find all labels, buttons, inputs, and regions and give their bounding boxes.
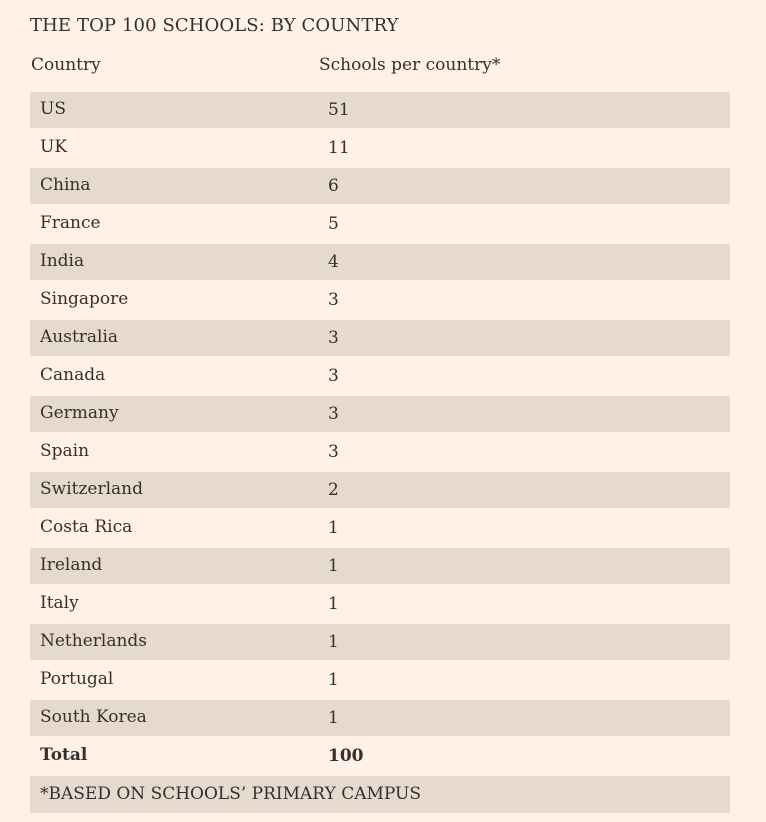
country-cell: Italy (40, 593, 79, 613)
table-row: France 5 (30, 206, 730, 242)
table-row: Australia 3 (30, 320, 730, 356)
schools-cell: 3 (328, 404, 339, 424)
table-row: China 6 (30, 168, 730, 204)
country-cell: Australia (40, 327, 119, 347)
country-cell: Switzerland (40, 479, 144, 499)
table-row: Germany 3 (30, 396, 730, 432)
footnote: *BASED ON SCHOOLS’ PRIMARY CAMPUS (30, 776, 730, 813)
country-cell: China (40, 175, 91, 195)
table-row: Singapore 3 (30, 282, 730, 318)
total-label: Total (40, 745, 88, 765)
schools-cell: 6 (328, 176, 339, 196)
table-row: India 4 (30, 244, 730, 280)
column-header-schools: Schools per country* (319, 55, 501, 75)
table-row: US 51 (30, 92, 730, 128)
country-cell: Ireland (40, 555, 103, 575)
table-row: Italy 1 (30, 586, 730, 622)
table-row: Costa Rica 1 (30, 510, 730, 546)
schools-cell: 3 (328, 366, 339, 386)
country-cell: India (40, 251, 85, 271)
country-cell: South Korea (40, 707, 147, 727)
table-title: THE TOP 100 SCHOOLS: BY COUNTRY (30, 15, 399, 36)
table-row: South Korea 1 (30, 700, 730, 736)
country-cell: Canada (40, 365, 106, 385)
table-row: Portugal 1 (30, 662, 730, 698)
schools-cell: 1 (328, 708, 339, 728)
country-cell: US (40, 99, 66, 119)
schools-cell: 1 (328, 632, 339, 652)
total-value: 100 (328, 746, 364, 766)
country-cell: Singapore (40, 289, 129, 309)
country-cell: Spain (40, 441, 90, 461)
schools-cell: 3 (328, 328, 339, 348)
country-cell: Germany (40, 403, 119, 423)
schools-cell: 4 (328, 252, 339, 272)
country-cell: France (40, 213, 101, 233)
country-cell: Netherlands (40, 631, 148, 651)
schools-cell: 3 (328, 290, 339, 310)
country-cell: Costa Rica (40, 517, 133, 537)
schools-cell: 5 (328, 214, 339, 234)
country-cell: Portugal (40, 669, 114, 689)
table-row: Switzerland 2 (30, 472, 730, 508)
table-body: US 51 UK 11 China 6 France 5 India 4 Sin… (30, 92, 730, 776)
table-row: Netherlands 1 (30, 624, 730, 660)
column-header-country: Country (31, 55, 101, 75)
schools-cell: 2 (328, 480, 339, 500)
schools-cell: 1 (328, 556, 339, 576)
schools-cell: 51 (328, 100, 350, 120)
country-cell: UK (40, 137, 68, 157)
schools-cell: 1 (328, 670, 339, 690)
table-header: Country Schools per country* (30, 55, 730, 79)
table-row: UK 11 (30, 130, 730, 166)
schools-cell: 11 (328, 138, 350, 158)
schools-cell: 3 (328, 442, 339, 462)
table-row: Canada 3 (30, 358, 730, 394)
schools-cell: 1 (328, 594, 339, 614)
table-row: Ireland 1 (30, 548, 730, 584)
footnote-text: *BASED ON SCHOOLS’ PRIMARY CAMPUS (40, 784, 422, 804)
schools-cell: 1 (328, 518, 339, 538)
table-row: Spain 3 (30, 434, 730, 470)
total-row: Total 100 (30, 738, 730, 774)
